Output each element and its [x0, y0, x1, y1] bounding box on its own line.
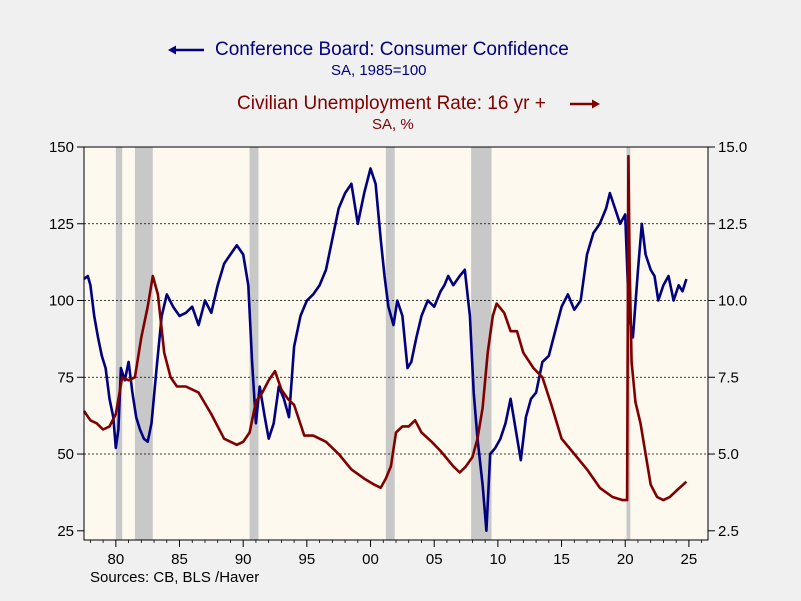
legend-series2-sub: SA, %	[372, 116, 414, 133]
recession-band	[115, 147, 123, 540]
y-left-tick-label: 150	[49, 139, 74, 156]
x-tick-label: 20	[617, 551, 634, 568]
y-left-tick-label: 50	[57, 446, 74, 463]
y-left-tick-label: 100	[49, 293, 74, 310]
x-tick-label: 05	[426, 551, 443, 568]
recession-shading	[115, 147, 631, 540]
x-tick-label: 25	[681, 551, 698, 568]
legend-series2-name: Civilian Unemployment Rate: 16 yr +	[237, 93, 546, 114]
y-right-tick-label: 15.0	[718, 139, 747, 156]
y-right-tick-label: 5.0	[718, 446, 739, 463]
y-right-tick-label: 7.5	[718, 369, 739, 386]
legend-series1-name: Conference Board: Consumer Confidence	[215, 39, 569, 60]
x-tick-label: 10	[490, 551, 507, 568]
y-left-tick-label: 75	[57, 369, 74, 386]
source-note: Sources: CB, BLS /Haver	[90, 569, 260, 586]
y-right-tick-label: 2.5	[718, 523, 739, 540]
x-tick-label: 95	[299, 551, 316, 568]
legend-series1-sub: SA, 1985=100	[331, 62, 427, 79]
x-tick-label: 80	[107, 551, 124, 568]
series-lines	[82, 154, 688, 533]
recession-band	[134, 147, 153, 540]
left-arrow-icon	[168, 45, 204, 55]
y-right-tick-label: 12.5	[718, 216, 747, 233]
x-tick-label: 15	[553, 551, 570, 568]
y-left-tick-label: 125	[49, 216, 74, 233]
x-tick-label: 90	[235, 551, 252, 568]
recession-band	[385, 147, 395, 540]
x-tick-label: 85	[171, 551, 188, 568]
x-tick-label: 00	[362, 551, 379, 568]
y-left-tick-label: 25	[57, 523, 74, 540]
axes: 80 85 90 95 00 05 10 15 20 25 25 50 75 100 125 150 2.5 5.…	[49, 139, 747, 568]
y-right-tick-label: 10.0	[718, 293, 747, 310]
consumer-confidence-line	[83, 167, 688, 533]
recession-band	[249, 147, 259, 540]
unemployment-rate-line	[82, 154, 688, 502]
right-arrow-icon	[570, 99, 600, 109]
